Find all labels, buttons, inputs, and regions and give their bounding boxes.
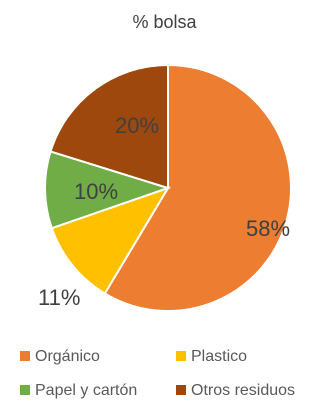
slice-label-1: 58% bbox=[246, 216, 290, 241]
legend-swatch-3 bbox=[20, 385, 30, 395]
legend-label-1: Orgánico bbox=[35, 348, 100, 365]
slice-label-4: 20% bbox=[115, 113, 159, 138]
pie-slice-1 bbox=[103, 63, 293, 312]
legend-label-3: Papel y cartón bbox=[35, 382, 137, 399]
pie-slice-3 bbox=[44, 150, 172, 230]
slice-label-2: 11% bbox=[38, 285, 80, 310]
pie-slice-4 bbox=[49, 63, 169, 190]
legend-label-4: Otros residuos bbox=[191, 382, 295, 399]
slice-label-3: 10% bbox=[74, 179, 118, 204]
pie-slice-2 bbox=[50, 186, 171, 295]
chart-title: % bolsa bbox=[132, 12, 197, 32]
legend-label-2: Plastico bbox=[191, 348, 247, 365]
legend-swatch-1 bbox=[20, 351, 30, 361]
pie-slices bbox=[44, 63, 293, 312]
legend: Orgánico Plastico Papel y cartón Otros resi… bbox=[20, 348, 295, 399]
legend-swatch-4 bbox=[176, 385, 186, 395]
legend-swatch-2 bbox=[176, 351, 186, 361]
slice-labels: 58% 11% 10% 20% bbox=[38, 113, 290, 310]
